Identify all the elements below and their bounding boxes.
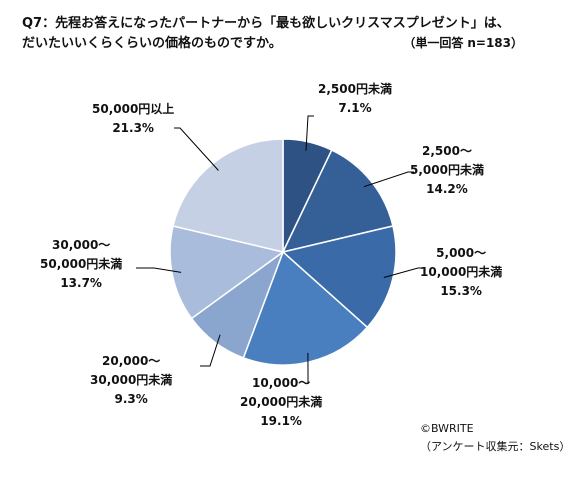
- pie-slice-2: [281, 149, 394, 254]
- slice-category-text: 5,000円未満: [410, 163, 484, 177]
- slice-label-4: 10,000～ 20,000円未満 19.1%: [240, 374, 322, 431]
- slice-category-text: 30,000～: [52, 238, 111, 252]
- pie-slice-7: [172, 138, 284, 253]
- chart-title: Q7：先程お答えになったパートナーから「最も欲しいクリスマスプレゼント」は、 だ…: [22, 14, 510, 54]
- pie-slice-6: [169, 225, 285, 320]
- slice-category-text: 50,000円以上: [92, 102, 175, 116]
- slice-percent-text: 7.1%: [338, 101, 372, 115]
- slice-category-text: 2,500～: [422, 144, 472, 158]
- copyright-text: ©BWRITE: [420, 422, 474, 435]
- sample-size: n=183）: [467, 36, 523, 50]
- chart-title-line-1: Q7：先程お答えになったパートナーから「最も欲しいクリスマスプレゼント」は、: [22, 16, 510, 31]
- slice-percent-text: 19.1%: [260, 414, 302, 428]
- slice-category-text: 10,000円未満: [420, 265, 503, 279]
- slice-label-6: 30,000～ 50,000円未満 13.7%: [40, 236, 122, 293]
- leader-line-1: [305, 115, 314, 151]
- slice-category-text: 20,000～: [102, 354, 161, 368]
- leader-line-7: [174, 127, 219, 171]
- response-note: （単一回答 n=183）: [399, 34, 523, 51]
- slice-label-7: 50,000円以上 21.3%: [92, 100, 174, 138]
- slice-percent-text: 14.2%: [426, 182, 468, 196]
- slice-label-2: 2,500～ 5,000円未満 14.2%: [410, 142, 484, 199]
- slice-label-3: 5,000～ 10,000円未満 15.3%: [420, 244, 502, 301]
- slice-percent-text: 13.7%: [60, 276, 102, 290]
- source-text: （アンケート収集元：Skets）: [420, 440, 565, 453]
- leader-line-2: [363, 171, 414, 188]
- slice-label-5: 20,000～ 30,000円未満 9.3%: [90, 352, 172, 409]
- slice-category-text: 10,000～: [252, 376, 311, 390]
- slice-category-text: 30,000円未満: [90, 373, 173, 387]
- slice-category-text: 5,000～: [436, 246, 487, 260]
- chart-footer: ©BWRITE （アンケート収集元：Skets）: [420, 420, 565, 456]
- slice-category-text: 50,000円未満: [40, 257, 123, 271]
- answer-type: （単一回答: [403, 36, 464, 50]
- slice-category-text: 2,500円未満: [318, 82, 392, 96]
- leader-line-5: [200, 334, 221, 367]
- pie-slice-3: [281, 225, 397, 329]
- slice-percent-text: 15.3%: [440, 284, 482, 298]
- slice-percent-text: 21.3%: [112, 121, 154, 135]
- slice-category-text: 20,000円未満: [240, 395, 323, 409]
- chart-title-line-2: だいたいいくらくらいの価格のものですか。: [22, 36, 282, 51]
- slice-percent-text: 9.3%: [114, 392, 148, 406]
- slice-label-1: 2,500円未満 7.1%: [318, 80, 392, 118]
- pie-slice-4: [242, 250, 369, 366]
- leader-line-3: [383, 267, 424, 278]
- leader-line-6: [136, 267, 182, 273]
